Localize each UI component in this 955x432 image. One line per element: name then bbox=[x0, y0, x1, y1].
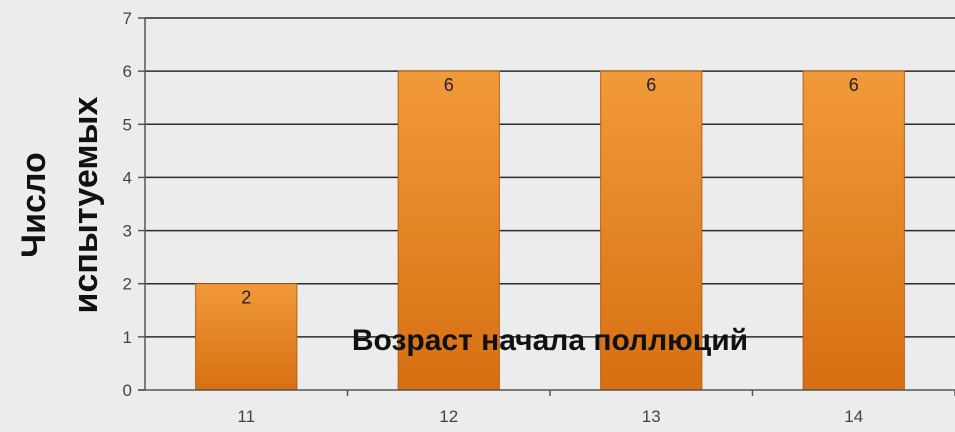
x-tick-label: 11 bbox=[237, 407, 255, 426]
y-tick-label: 1 bbox=[123, 328, 132, 347]
data-label: 2 bbox=[241, 288, 251, 308]
x-tick-labels: 11 12 13 14 bbox=[237, 390, 955, 426]
data-label: 6 bbox=[646, 75, 656, 95]
bars bbox=[195, 70, 905, 391]
y-tick-label: 6 bbox=[123, 62, 132, 81]
y-tick-label: 5 bbox=[123, 115, 132, 134]
bar bbox=[600, 70, 703, 391]
x-tick-label: 12 bbox=[439, 407, 458, 426]
x-tick-label: 14 bbox=[844, 407, 863, 426]
bar bbox=[397, 70, 500, 391]
x-axis-label: Возраст начала поллюций bbox=[352, 324, 748, 357]
y-axis-label-line1: Число bbox=[15, 152, 53, 258]
x-tick-label: 13 bbox=[642, 407, 661, 426]
y-tick-label: 2 bbox=[123, 275, 132, 294]
y-tick-label: 7 bbox=[123, 9, 132, 28]
y-tick-label: 4 bbox=[123, 168, 132, 187]
y-tick-labels: 0 1 2 3 4 5 6 7 bbox=[123, 9, 145, 400]
bar bbox=[802, 70, 905, 391]
data-label: 6 bbox=[444, 75, 454, 95]
data-label: 6 bbox=[849, 75, 859, 95]
y-axis-label-line2: испытуемых bbox=[67, 96, 105, 313]
data-labels: 2 6 6 6 bbox=[241, 75, 859, 308]
y-tick-label: 0 bbox=[123, 381, 132, 400]
y-tick-label: 3 bbox=[123, 222, 132, 241]
